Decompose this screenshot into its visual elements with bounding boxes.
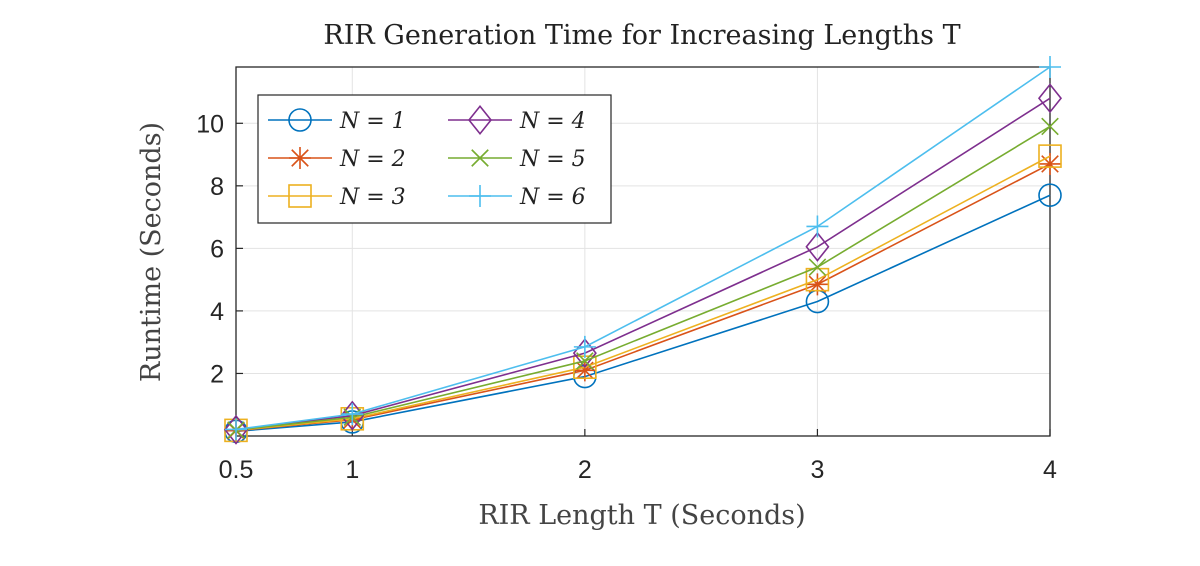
series-6: [225, 56, 1061, 441]
data-point: [808, 258, 827, 276]
data-point: [223, 414, 249, 445]
y-tick-label: 10: [196, 110, 224, 138]
legend-label: N = 1: [339, 109, 406, 134]
legend-swatch-marker: [288, 184, 312, 208]
data-point: [1037, 83, 1063, 114]
legend-item: N = 2: [268, 147, 406, 172]
data-point: [806, 215, 829, 238]
data-point: [340, 400, 365, 431]
legend-label: N = 3: [339, 185, 406, 210]
y-tick-label: 4: [210, 298, 224, 326]
data-point: [1041, 117, 1059, 136]
data-point: [805, 231, 830, 262]
data-point: [806, 273, 829, 296]
y-tick-label: 6: [210, 235, 224, 263]
y-tick-label: 8: [210, 173, 224, 201]
legend-item: N = 5: [448, 147, 586, 172]
data-point: [573, 335, 596, 358]
x-tick-label: 2: [578, 456, 592, 484]
y-axis-title: Runtime (Seconds): [136, 122, 167, 382]
legend-label: N = 6: [519, 185, 586, 210]
data-point: [1038, 183, 1062, 208]
x-tick-label: 3: [810, 456, 824, 484]
legend-label: N = 2: [339, 147, 406, 172]
legend-label: N = 4: [519, 109, 586, 134]
chart-title: RIR Generation Time for Increasing Lengt…: [323, 20, 960, 51]
legend-swatch-marker: [467, 104, 493, 136]
data-point: [341, 403, 364, 426]
x-tick-label: 0.5: [219, 456, 254, 484]
legend-swatch-marker: [289, 147, 311, 169]
legend-item: N = 1: [268, 108, 406, 134]
legend-box: [257, 94, 612, 224]
data-point: [1039, 152, 1061, 175]
data-point: [805, 267, 830, 292]
legend-item: N = 6: [448, 185, 586, 210]
legend-label: N = 5: [519, 147, 586, 172]
data-point: [1038, 144, 1062, 168]
data-point: [1039, 56, 1061, 78]
data-point: [225, 418, 247, 441]
data-point: [576, 352, 594, 370]
data-point: [573, 359, 596, 382]
x-tick-label: 4: [1043, 456, 1057, 484]
legend-swatch-marker: [469, 185, 491, 207]
legend-swatch-marker: [288, 108, 312, 132]
legend-swatch-marker: [471, 149, 489, 167]
y-tick-label: 2: [210, 360, 224, 388]
x-tick-label: 1: [345, 456, 359, 484]
series-5: [227, 117, 1059, 439]
axes-box: [235, 66, 1051, 437]
legend-item: N = 3: [268, 184, 406, 210]
legend: N = 1 N = 2 N = 3 N = 4 N = 5 N = 6: [257, 94, 612, 224]
legend-item: N = 4: [448, 104, 586, 136]
x-axis-title: RIR Length T (Seconds): [478, 500, 805, 531]
